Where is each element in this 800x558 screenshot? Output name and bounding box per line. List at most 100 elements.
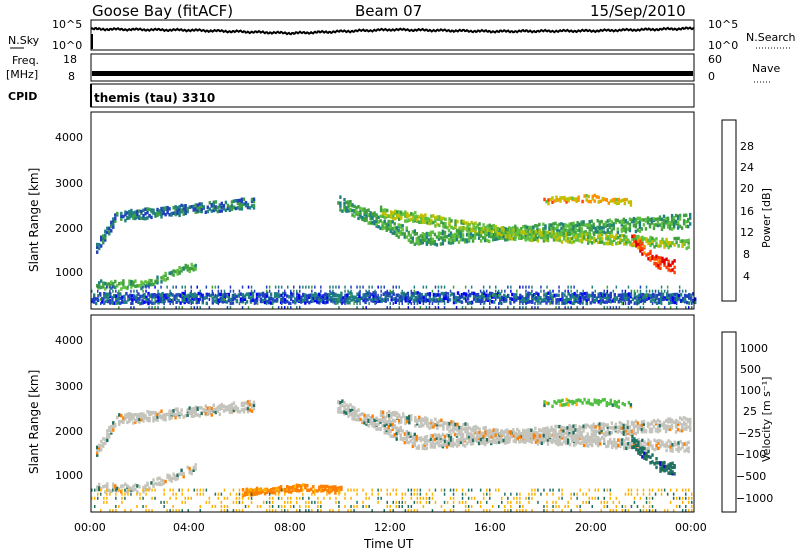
heatmap-cell — [140, 210, 142, 214]
heatmap-cell — [537, 302, 539, 305]
heatmap-cell — [655, 237, 657, 241]
heatmap-cell — [221, 403, 223, 407]
heatmap-cell — [535, 235, 537, 239]
heatmap-cell — [163, 298, 165, 301]
heatmap-cell — [515, 432, 517, 436]
heatmap-cell — [356, 505, 358, 508]
heatmap-cell — [675, 241, 677, 245]
heatmap-cell — [627, 420, 629, 424]
heatmap-cell — [136, 294, 138, 297]
heatmap-cell — [477, 294, 479, 297]
heatmap-cell — [465, 286, 467, 289]
heatmap-cell — [365, 493, 367, 496]
heatmap-cell — [308, 497, 310, 500]
heatmap-cell — [145, 493, 147, 496]
heatmap-cell — [300, 484, 302, 488]
heatmap-cell — [371, 298, 373, 301]
heatmap-cell — [396, 489, 398, 492]
heatmap-cell — [562, 426, 564, 430]
heatmap-cell — [477, 298, 479, 301]
heatmap-cell — [661, 294, 663, 297]
noise-right-tick-bottom: 10^0 — [708, 39, 738, 52]
heatmap-cell — [140, 412, 142, 416]
heatmap-cell — [180, 204, 182, 208]
heatmap-cell — [164, 480, 166, 484]
heatmap-cell — [465, 298, 467, 301]
heatmap-cell — [197, 286, 199, 289]
heatmap-cell — [483, 286, 485, 289]
heatmap-cell — [625, 235, 627, 239]
heatmap-cell — [495, 286, 497, 289]
heatmap-cell — [447, 294, 449, 297]
heatmap-cell — [523, 236, 525, 240]
heatmap-cell — [106, 485, 108, 489]
heatmap-cell — [225, 201, 227, 205]
heatmap-cell — [221, 209, 223, 213]
heatmap-cell — [172, 505, 174, 508]
heatmap-cell — [332, 286, 334, 289]
heatmap-cell — [651, 453, 653, 457]
heatmap-cell — [387, 501, 389, 504]
heatmap-cell — [625, 298, 627, 301]
heatmap-cell — [100, 444, 102, 448]
heatmap-cell — [442, 421, 444, 425]
heatmap-cell — [120, 485, 122, 489]
heatmap-cell — [393, 489, 395, 492]
heatmap-cell — [573, 286, 575, 289]
heatmap-cell — [543, 440, 545, 444]
heatmap-cell — [106, 489, 108, 492]
power-panel: Slant Range [km] 4000 3000 2000 1000 28 … — [27, 112, 773, 309]
heatmap-cell — [166, 277, 168, 281]
heatmap-cell — [112, 302, 114, 305]
heatmap-cell — [486, 290, 488, 293]
heatmap-cell — [109, 290, 111, 293]
heatmap-cell — [201, 208, 203, 212]
heatmap-cell — [435, 294, 437, 297]
heatmap-cell — [414, 211, 416, 215]
heatmap-cell — [252, 295, 254, 299]
heatmap-cell — [139, 493, 141, 496]
heatmap-cell — [616, 298, 618, 301]
heatmap-cell — [242, 497, 244, 500]
heatmap-cell — [281, 286, 283, 289]
heatmap-cell — [251, 501, 253, 504]
freq-label-1: Freq. — [12, 54, 39, 67]
heatmap-cell — [408, 489, 410, 492]
heatmap-cell — [172, 489, 174, 492]
heatmap-cell — [194, 298, 196, 301]
heatmap-cell — [100, 493, 102, 496]
heatmap-cell — [160, 294, 162, 297]
heatmap-cell — [593, 223, 595, 227]
power-ytick-4000: 4000 — [55, 131, 83, 144]
heatmap-cell — [127, 286, 129, 289]
freq-label-2: [MHz] — [6, 68, 38, 81]
heatmap-cell — [249, 400, 251, 404]
heatmap-cell — [320, 489, 322, 492]
heatmap-cell — [558, 286, 560, 289]
heatmap-cell — [151, 298, 153, 301]
heatmap-cell — [377, 298, 379, 301]
heatmap-cell — [100, 286, 102, 290]
heatmap-cell — [380, 290, 382, 293]
heatmap-cell — [402, 412, 404, 416]
heatmap-cell — [640, 290, 642, 293]
heatmap-cell — [393, 286, 395, 289]
heatmap-cell — [311, 290, 313, 293]
heatmap-cell — [142, 290, 144, 293]
heatmap-cell — [253, 407, 255, 411]
heatmap-cell — [442, 438, 444, 442]
heatmap-cell — [510, 302, 512, 305]
heatmap-cell — [472, 442, 474, 446]
heatmap-cell — [103, 501, 105, 504]
heatmap-cell — [603, 242, 605, 246]
heatmap-cell — [233, 489, 235, 492]
heatmap-cell — [408, 505, 410, 508]
heatmap-cell — [168, 207, 170, 211]
heatmap-cell — [112, 225, 114, 229]
heatmap-cell — [471, 286, 473, 289]
heatmap-cell — [604, 300, 606, 304]
heatmap-cell — [603, 226, 605, 230]
heatmap-cell — [280, 485, 282, 489]
heatmap-cell — [652, 294, 654, 297]
heatmap-cell — [629, 425, 631, 429]
